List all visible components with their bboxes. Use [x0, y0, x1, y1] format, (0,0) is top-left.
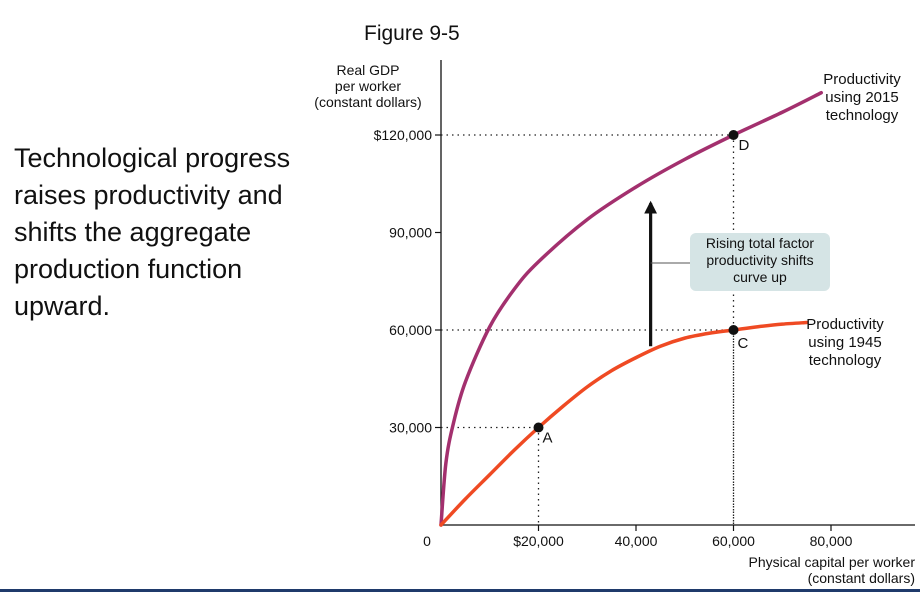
side-caption: Technological progress raises productivi… — [14, 143, 291, 321]
figure-label: Figure 9-5 — [364, 22, 460, 45]
series-label-1945: using 1945 — [808, 334, 881, 351]
point-c — [728, 325, 739, 335]
y-tick-label: 90,000 — [389, 225, 432, 241]
curve-2015 — [439, 91, 823, 527]
series-label-2015: using 2015 — [825, 89, 898, 106]
annotation-box — [690, 233, 830, 291]
point-label-c: C — [738, 335, 749, 352]
series-label-1945: technology — [809, 352, 882, 369]
annotation-text: Rising total factor — [706, 235, 814, 251]
x-axis-label: (constant dollars) — [808, 570, 915, 586]
x-tick-label: 0 — [423, 533, 431, 549]
x-tick-label: $20,000 — [513, 533, 564, 549]
point-label-a: A — [543, 430, 553, 447]
x-tick-label: 80,000 — [810, 533, 853, 549]
series-label-1945: Productivity — [806, 316, 884, 333]
y-tick-label: 30,000 — [389, 420, 432, 436]
y-tick-label: 60,000 — [389, 322, 432, 338]
y-tick-label: $120,000 — [374, 127, 433, 143]
annotation-text: curve up — [733, 269, 787, 285]
y-axis-label: per worker — [335, 78, 401, 94]
series-label-2015: technology — [826, 107, 899, 124]
point-label-d: D — [739, 137, 750, 154]
annotation-text: productivity shifts — [706, 252, 813, 268]
y-axis-label: (constant dollars) — [314, 94, 421, 110]
series-label-2015: Productivity — [823, 71, 901, 88]
point-a — [533, 422, 544, 433]
curve-1945 — [439, 320, 809, 527]
y-axis-label: Real GDP — [336, 62, 399, 78]
x-axis-label: Physical capital per worker — [748, 554, 915, 570]
point-d — [728, 130, 739, 140]
x-tick-label: 60,000 — [712, 533, 755, 549]
bottom-border — [0, 589, 920, 592]
x-tick-label: 40,000 — [615, 533, 658, 549]
